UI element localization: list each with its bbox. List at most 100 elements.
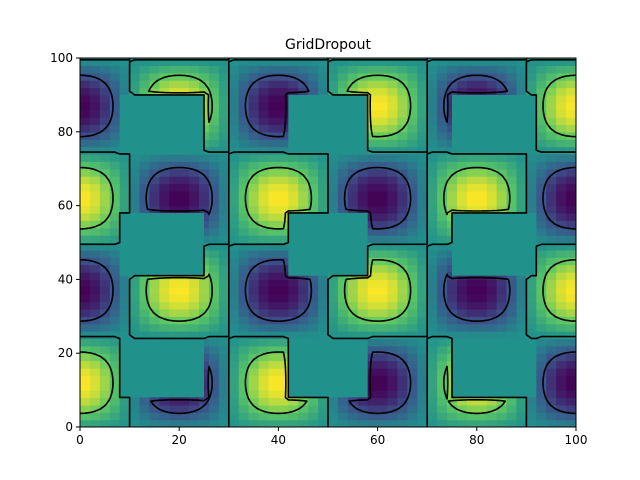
heatmap-cell — [506, 412, 518, 421]
heatmap-cell — [556, 212, 567, 221]
heatmap-cell — [427, 419, 438, 427]
heatmap-cell — [298, 419, 309, 427]
heatmap-cell — [367, 264, 379, 273]
heatmap-cell — [298, 323, 309, 332]
heatmap-cell — [526, 65, 537, 74]
heatmap-cell — [387, 286, 399, 295]
heatmap-cell — [566, 161, 576, 170]
heatmap-cell — [377, 308, 389, 317]
heatmap-cell — [109, 146, 121, 155]
heatmap-cell — [437, 382, 448, 391]
heatmap-cell — [119, 331, 131, 340]
heatmap-cell — [437, 212, 448, 221]
heatmap-cell — [109, 272, 121, 280]
heatmap-cell — [139, 87, 151, 96]
heatmap-cell — [278, 58, 289, 66]
heatmap-cell — [357, 58, 369, 66]
heatmap-cell — [397, 235, 408, 244]
heatmap-cell — [99, 301, 111, 310]
heatmap-cell — [337, 161, 349, 170]
heatmap-cell — [417, 124, 428, 133]
heatmap-cell — [437, 190, 448, 199]
heatmap-cell — [119, 397, 131, 406]
heatmap-cell — [397, 397, 408, 406]
heatmap-cell — [129, 331, 141, 340]
heatmap-cell — [238, 227, 250, 236]
heatmap-cell — [308, 183, 319, 192]
heatmap-cell — [447, 153, 458, 162]
heatmap-cell — [536, 109, 547, 118]
heatmap-cell — [99, 72, 111, 81]
heatmap-cell — [367, 205, 379, 214]
heatmap-cell — [417, 65, 428, 74]
heatmap-cell — [109, 308, 121, 317]
heatmap-cell — [268, 331, 279, 340]
y-tick-label: 0 — [65, 420, 73, 434]
heatmap-cell — [199, 198, 210, 207]
heatmap-cell — [387, 375, 399, 384]
heatmap-cell — [397, 345, 408, 354]
heatmap-cell — [566, 338, 576, 347]
heatmap-cell — [417, 264, 428, 273]
contour-line — [80, 74, 576, 415]
heatmap-cell — [337, 397, 349, 406]
heatmap-cell — [447, 198, 458, 207]
heatmap-cell — [387, 382, 399, 391]
heatmap-cell — [566, 168, 576, 177]
heatmap-cell — [447, 323, 458, 332]
heatmap-cell — [80, 390, 91, 399]
heatmap-cell — [248, 58, 260, 66]
heatmap-cell — [268, 117, 279, 126]
heatmap-cell — [536, 220, 547, 229]
heatmap-cell — [298, 279, 309, 288]
heatmap-cell — [347, 168, 359, 177]
heatmap-cell — [129, 176, 141, 185]
heatmap-cell — [526, 279, 537, 288]
heatmap-cell — [89, 264, 101, 273]
heatmap-cell — [456, 397, 468, 406]
heatmap-cell — [89, 102, 101, 111]
heatmap-cell — [546, 235, 557, 244]
heatmap-cell — [189, 153, 200, 162]
heatmap-cell — [228, 264, 240, 273]
heatmap-cell — [109, 190, 121, 199]
heatmap-cell — [99, 316, 111, 325]
heatmap-cell — [546, 131, 557, 140]
heatmap-cell — [466, 198, 478, 207]
heatmap-cell — [308, 301, 319, 310]
heatmap-cell — [308, 190, 319, 199]
heatmap-cell — [387, 367, 399, 376]
heatmap-cell — [367, 331, 379, 340]
heatmap-cell — [506, 331, 518, 340]
dropout-box — [452, 338, 537, 398]
heatmap-cell — [268, 168, 279, 177]
heatmap-cell — [407, 242, 418, 251]
heatmap-cell — [437, 419, 448, 427]
heatmap-cell — [159, 176, 170, 185]
heatmap-cell — [119, 205, 131, 214]
heatmap-cell — [199, 345, 210, 354]
heatmap-cell — [546, 183, 557, 192]
heatmap-cell — [139, 316, 151, 325]
heatmap-cell — [407, 205, 418, 214]
heatmap-cell — [566, 80, 576, 89]
heatmap-cell — [238, 323, 250, 332]
heatmap-cell — [546, 227, 557, 236]
heatmap-cell — [179, 397, 190, 406]
heatmap-cell — [427, 286, 438, 295]
heatmap-cell — [268, 94, 279, 103]
heatmap-cell — [427, 264, 438, 273]
heatmap-cell — [278, 360, 289, 369]
heatmap-cell — [367, 117, 379, 126]
heatmap-cell — [228, 404, 240, 413]
heatmap-cell — [546, 102, 557, 111]
heatmap-cell — [159, 308, 170, 317]
heatmap-cell — [466, 183, 478, 192]
heatmap-cell — [99, 87, 111, 96]
heatmap-cell — [89, 220, 101, 229]
heatmap-cell — [337, 308, 349, 317]
heatmap-cell — [367, 308, 379, 317]
heatmap-cell — [566, 419, 576, 427]
heatmap-cell — [437, 308, 448, 317]
heatmap-cell — [89, 390, 101, 399]
